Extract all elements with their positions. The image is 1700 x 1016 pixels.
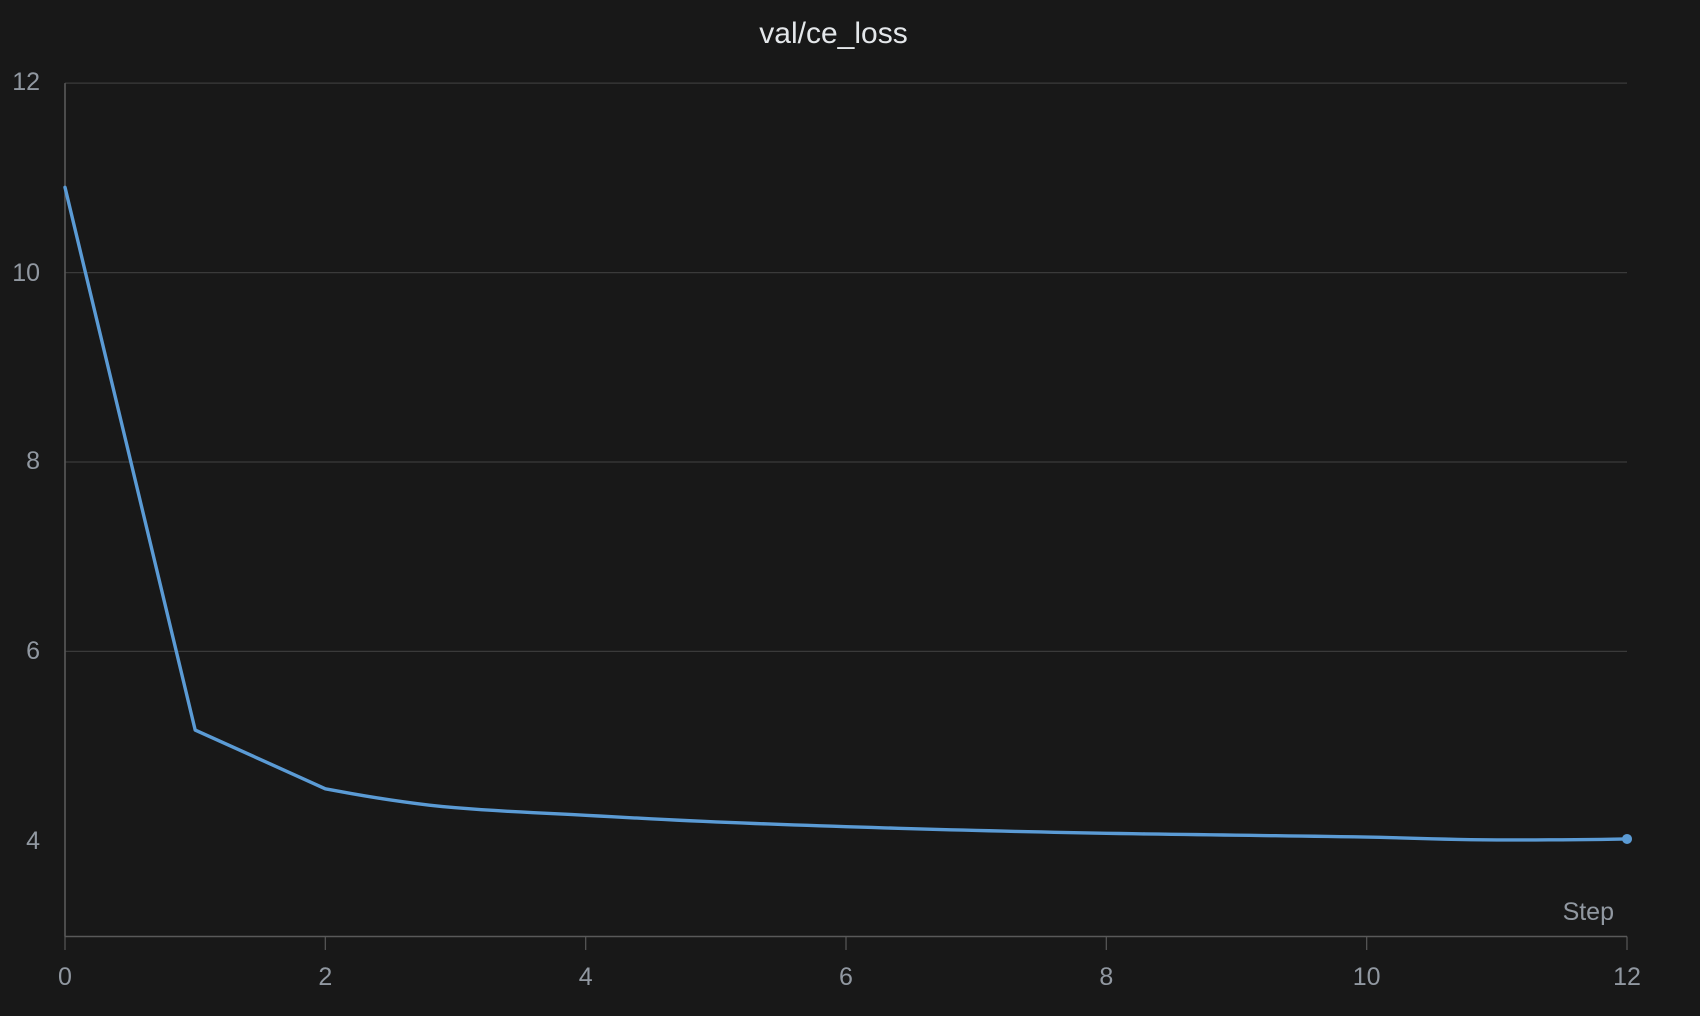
svg-text:4: 4 [26, 827, 40, 855]
svg-text:0: 0 [58, 963, 72, 991]
svg-text:6: 6 [839, 963, 853, 991]
svg-text:8: 8 [1099, 963, 1113, 991]
svg-text:4: 4 [579, 963, 593, 991]
svg-text:Step: Step [1563, 898, 1614, 926]
svg-text:12: 12 [1613, 963, 1641, 991]
svg-text:10: 10 [1353, 963, 1381, 991]
svg-text:10: 10 [12, 259, 40, 287]
svg-text:2: 2 [318, 963, 332, 991]
svg-text:8: 8 [26, 447, 40, 475]
svg-text:12: 12 [12, 68, 40, 96]
svg-text:6: 6 [26, 637, 40, 665]
